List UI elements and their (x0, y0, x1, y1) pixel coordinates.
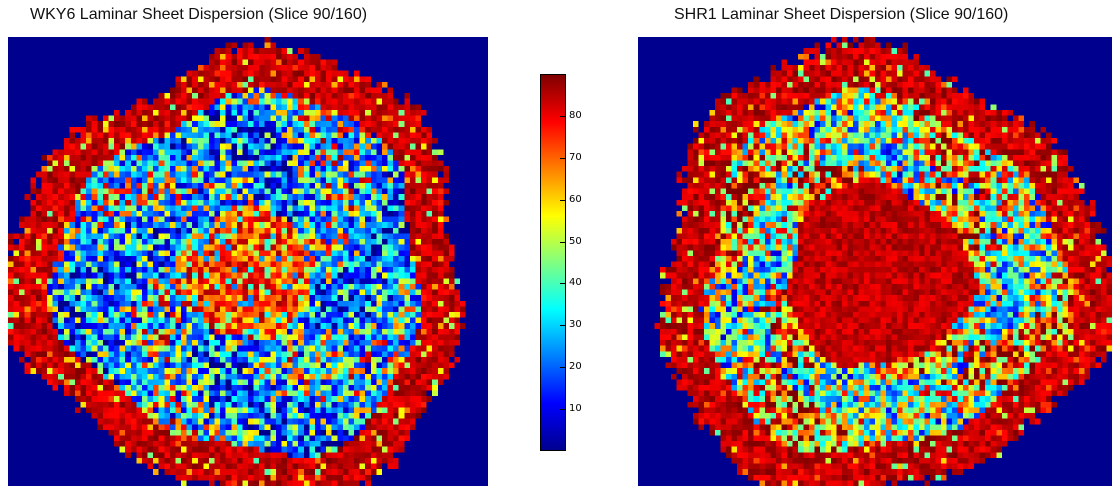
right-chart-title: SHR1 Laminar Sheet Dispersion (Slice 90/… (674, 6, 1009, 23)
colorbar-tick-label: 60 (569, 193, 582, 205)
colorbar-tick-label: 10 (569, 403, 582, 415)
colorbar-tick-label: 30 (569, 319, 582, 331)
wky6-dispersion-heatmap (8, 37, 488, 486)
colorbar-tick-label: 80 (569, 109, 582, 121)
left-chart-title: WKY6 Laminar Sheet Dispersion (Slice 90/… (30, 6, 368, 23)
colorbar-ticks: 10 20 30 40 50 60 70 80 (560, 74, 606, 451)
colorbar-tick-label: 50 (569, 235, 582, 247)
colorbar-tick-label: 40 (569, 277, 582, 289)
colorbar-tick-label: 20 (569, 361, 582, 373)
colorbar (540, 74, 566, 451)
colorbar-tick-label: 70 (569, 151, 582, 163)
shr1-dispersion-heatmap (638, 37, 1112, 486)
